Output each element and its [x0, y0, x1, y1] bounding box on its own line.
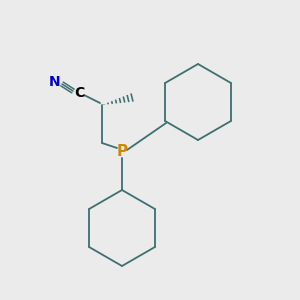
Text: N: N — [49, 75, 61, 89]
Text: P: P — [116, 145, 128, 160]
Text: C: C — [74, 86, 84, 100]
